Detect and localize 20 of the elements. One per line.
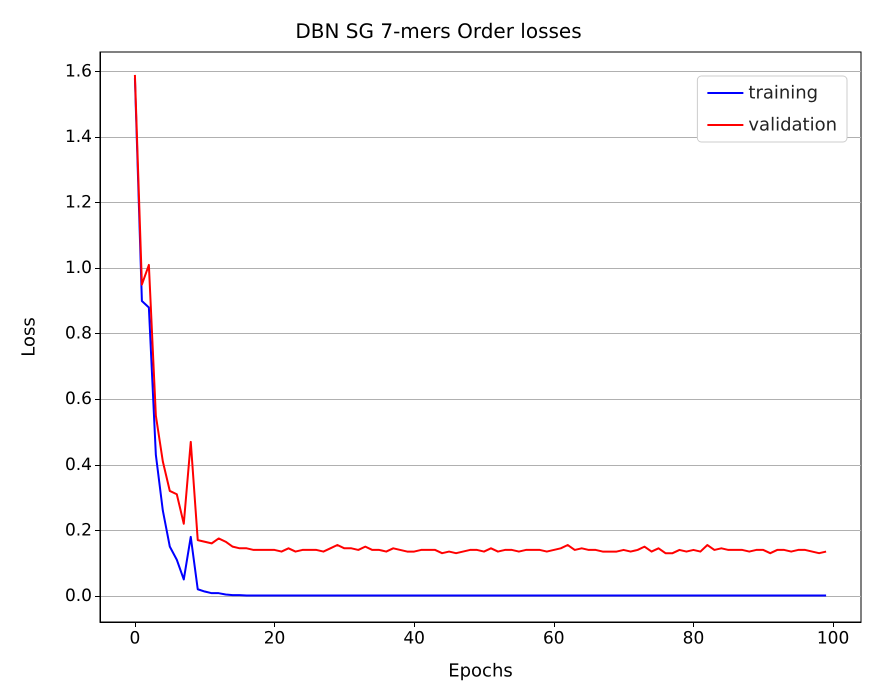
y-tick-label: 1.0 <box>64 258 92 278</box>
x-tick-label: 60 <box>542 628 565 648</box>
y-tick-label: 1.4 <box>64 127 92 148</box>
x-tick-label: 0 <box>129 628 140 648</box>
y-tick-label: 0.2 <box>64 520 92 540</box>
legend-label: training <box>748 82 818 104</box>
x-tick-label: 20 <box>264 628 286 648</box>
chart-title: DBN SG 7-mers Order losses <box>295 19 582 43</box>
y-axis-title: Loss <box>18 317 40 357</box>
x-tick-label: 80 <box>682 628 704 648</box>
y-tick-label: 0.8 <box>64 324 92 344</box>
x-tick-label: 100 <box>816 628 850 648</box>
y-tick-label: 1.6 <box>64 62 92 82</box>
y-tick-label: 0.0 <box>64 586 92 606</box>
y-tick-label: 1.2 <box>64 192 92 213</box>
x-axis-title: Epochs <box>448 660 513 682</box>
legend-label: validation <box>748 114 838 136</box>
y-tick-label: 0.4 <box>64 454 92 475</box>
y-tick-label: 0.6 <box>64 389 92 410</box>
x-tick-label: 40 <box>403 628 425 648</box>
